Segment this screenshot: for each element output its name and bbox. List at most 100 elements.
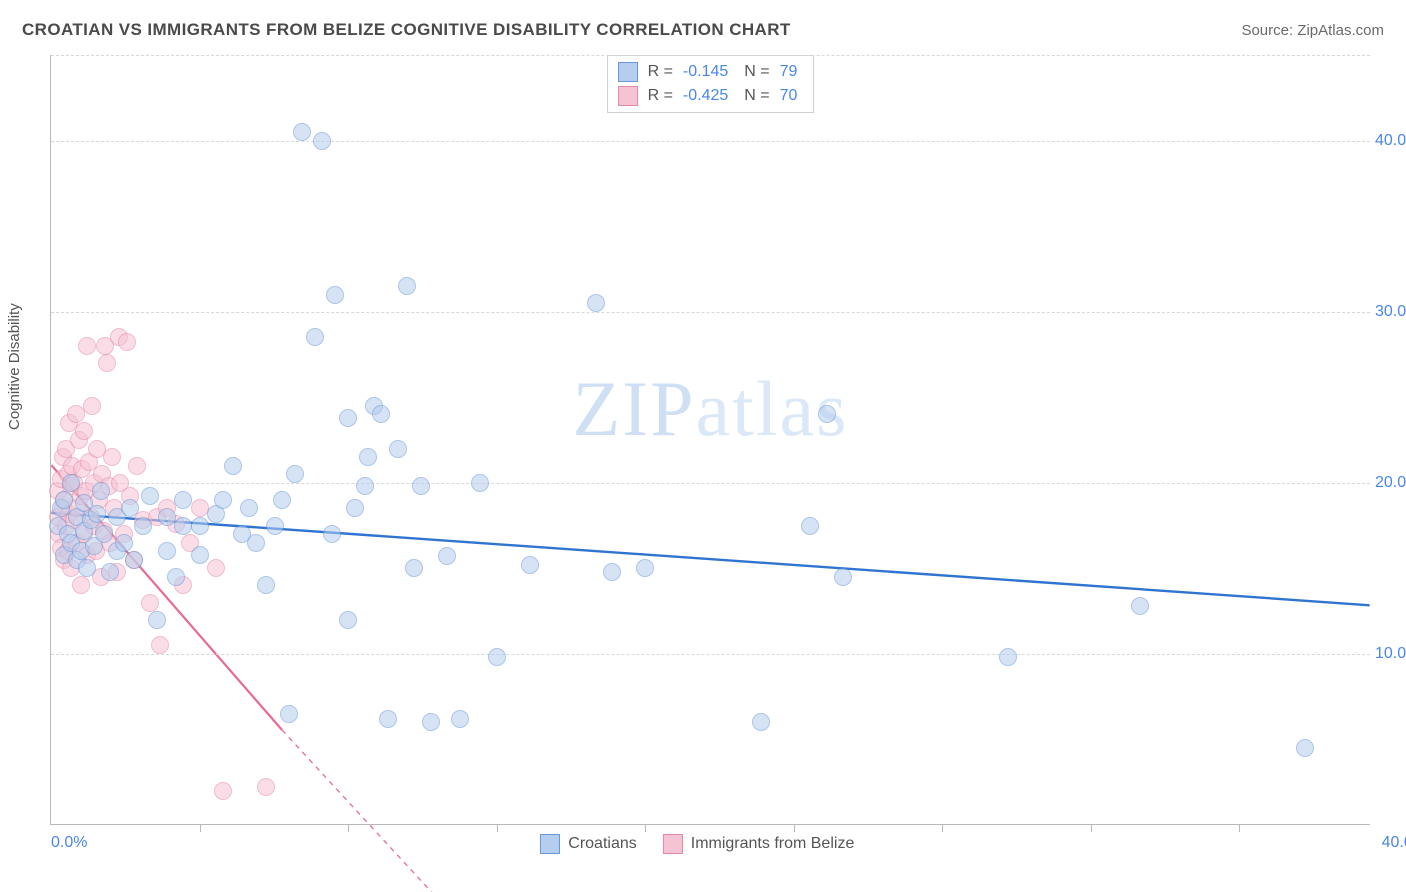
y-tick-label: 20.0% — [1375, 474, 1406, 492]
x-tick — [1091, 824, 1092, 832]
scatter-point — [67, 405, 85, 423]
scatter-point — [999, 648, 1017, 666]
scatter-point — [346, 499, 364, 517]
scatter-point — [438, 547, 456, 565]
legend-n-label-0: N = — [744, 63, 769, 81]
gridline-h — [51, 55, 1370, 56]
scatter-point — [313, 132, 331, 150]
scatter-point — [323, 525, 341, 543]
legend-r-value-1: -0.425 — [683, 87, 728, 105]
scatter-point — [128, 457, 146, 475]
x-tick — [942, 824, 943, 832]
scatter-point — [587, 294, 605, 312]
title-bar: CROATIAN VS IMMIGRANTS FROM BELIZE COGNI… — [22, 20, 1384, 40]
scatter-point — [141, 487, 159, 505]
x-tick — [645, 824, 646, 832]
scatter-point — [603, 563, 621, 581]
x-tick — [497, 824, 498, 832]
y-axis-label: Cognitive Disability — [6, 303, 23, 430]
watermark: ZIPatlas — [573, 364, 849, 454]
scatter-point — [98, 354, 116, 372]
scatter-point — [148, 611, 166, 629]
scatter-point — [83, 397, 101, 415]
scatter-point — [191, 546, 209, 564]
scatter-point — [224, 457, 242, 475]
legend-swatch-1 — [618, 86, 638, 106]
scatter-point — [121, 499, 139, 517]
scatter-point — [359, 448, 377, 466]
scatter-point — [214, 782, 232, 800]
scatter-point — [257, 778, 275, 796]
legend-bottom-swatch-1 — [663, 834, 683, 854]
legend-bottom-label-0: Croatians — [568, 835, 636, 853]
scatter-point — [412, 477, 430, 495]
gridline-h — [51, 312, 1370, 313]
scatter-point — [752, 713, 770, 731]
scatter-point — [280, 705, 298, 723]
legend-n-value-1: 70 — [780, 87, 798, 105]
scatter-point — [214, 491, 232, 509]
scatter-point — [521, 556, 539, 574]
legend-top-row-0: R = -0.145 N = 79 — [618, 60, 804, 84]
scatter-point — [207, 559, 225, 577]
scatter-point — [72, 576, 90, 594]
scatter-point — [405, 559, 423, 577]
legend-bottom-item-1: Immigrants from Belize — [663, 834, 855, 854]
legend-r-value-0: -0.145 — [683, 63, 728, 81]
scatter-point — [88, 505, 106, 523]
scatter-point — [174, 517, 192, 535]
scatter-point — [78, 337, 96, 355]
x-tick — [794, 824, 795, 832]
legend-bottom-swatch-0 — [540, 834, 560, 854]
trend-line — [282, 730, 463, 892]
x-tick — [1239, 824, 1240, 832]
chart-source: Source: ZipAtlas.com — [1241, 22, 1384, 39]
trend-lines-svg — [51, 55, 1370, 824]
scatter-point — [326, 286, 344, 304]
scatter-point — [158, 508, 176, 526]
legend-n-value-0: 79 — [780, 63, 798, 81]
legend-top-row-1: R = -0.425 N = 70 — [618, 84, 804, 108]
scatter-point — [379, 710, 397, 728]
scatter-point — [1131, 597, 1149, 615]
scatter-point — [118, 333, 136, 351]
scatter-point — [55, 491, 73, 509]
legend-n-label-1: N = — [744, 87, 769, 105]
scatter-point — [167, 568, 185, 586]
gridline-h — [51, 141, 1370, 142]
scatter-point — [158, 542, 176, 560]
scatter-point — [257, 576, 275, 594]
scatter-point — [191, 517, 209, 535]
scatter-point — [273, 491, 291, 509]
scatter-point — [306, 328, 324, 346]
scatter-point — [125, 551, 143, 569]
scatter-point — [389, 440, 407, 458]
scatter-point — [141, 594, 159, 612]
scatter-point — [372, 405, 390, 423]
y-tick-label: 40.0% — [1375, 132, 1406, 150]
scatter-point — [801, 517, 819, 535]
scatter-point — [488, 648, 506, 666]
scatter-point — [191, 499, 209, 517]
scatter-point — [78, 559, 96, 577]
scatter-point — [115, 534, 133, 552]
scatter-point — [356, 477, 374, 495]
scatter-point — [339, 409, 357, 427]
scatter-point — [818, 405, 836, 423]
legend-r-label-1: R = — [648, 87, 673, 105]
legend-bottom-label-1: Immigrants from Belize — [691, 835, 855, 853]
chart-title: CROATIAN VS IMMIGRANTS FROM BELIZE COGNI… — [22, 20, 791, 40]
trend-line — [51, 513, 1369, 605]
x-tick-label: 40.0% — [1382, 834, 1406, 852]
y-tick-label: 10.0% — [1375, 645, 1406, 663]
scatter-point — [1296, 739, 1314, 757]
scatter-point — [293, 123, 311, 141]
gridline-h — [51, 654, 1370, 655]
scatter-point — [92, 482, 110, 500]
scatter-point — [174, 491, 192, 509]
legend-bottom-item-0: Croatians — [540, 834, 636, 854]
scatter-point — [103, 448, 121, 466]
scatter-point — [240, 499, 258, 517]
scatter-point — [834, 568, 852, 586]
scatter-point — [339, 611, 357, 629]
